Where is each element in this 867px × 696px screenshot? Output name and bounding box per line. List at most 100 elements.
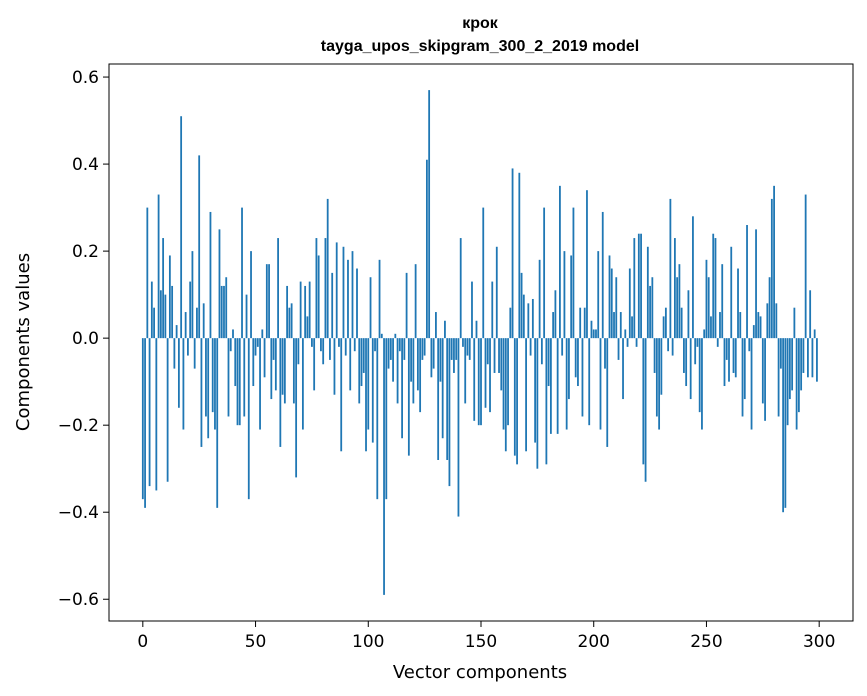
- x-axis-label: Vector components: [393, 662, 567, 683]
- bar-21: [189, 281, 192, 339]
- bar-50: [254, 338, 257, 356]
- bar-243: [689, 338, 692, 400]
- bar-269: [748, 338, 751, 352]
- bar-118: [407, 338, 410, 456]
- bar-72: [304, 285, 307, 339]
- bar-140: [457, 338, 460, 517]
- bar-241: [685, 338, 688, 387]
- bar-123: [419, 338, 422, 413]
- bar-151: [482, 207, 485, 339]
- bar-143: [464, 338, 467, 404]
- bar-71: [301, 338, 304, 430]
- bar-99: [365, 338, 367, 452]
- bar-239: [680, 307, 683, 339]
- bar-236: [673, 238, 676, 339]
- bar-205: [604, 338, 606, 369]
- bar-225: [649, 285, 651, 339]
- bar-210: [615, 277, 618, 339]
- bar-280: [773, 185, 775, 339]
- bar-70: [299, 281, 302, 339]
- bar-224: [646, 246, 649, 339]
- y-tick-label: −0.4: [58, 503, 99, 523]
- bar-14: [173, 338, 176, 369]
- bar-54: [263, 338, 266, 378]
- bar-137: [450, 338, 453, 360]
- bar-44: [241, 207, 243, 339]
- bar-262: [732, 338, 735, 373]
- x-tick-label: 200: [578, 632, 610, 652]
- bar-25: [198, 155, 201, 339]
- bar-40: [232, 329, 234, 339]
- bar-214: [624, 329, 627, 339]
- bar-102: [371, 338, 374, 443]
- bar-175: [536, 338, 539, 469]
- bar-57: [270, 338, 273, 400]
- bar-189: [568, 338, 570, 400]
- bar-148: [475, 320, 478, 339]
- bar-293: [802, 338, 805, 373]
- bar-149: [477, 338, 480, 426]
- bar-187: [563, 251, 566, 339]
- bar-59: [274, 338, 277, 391]
- bar-105: [378, 259, 381, 339]
- bar-3: [148, 338, 151, 487]
- bar-195: [581, 338, 584, 417]
- x-axis: 0 50 100 150 200 250 300: [137, 621, 835, 652]
- bar-249: [703, 329, 706, 339]
- bar-27: [202, 303, 205, 339]
- bar-254: [714, 238, 717, 339]
- bar-199: [590, 320, 593, 339]
- bar-22: [191, 251, 194, 339]
- bar-292: [800, 338, 803, 391]
- bar-223: [644, 338, 647, 482]
- bar-188: [565, 338, 568, 430]
- bar-156: [493, 338, 496, 373]
- bar-169: [522, 294, 525, 339]
- bar-278: [768, 277, 771, 339]
- bar-257: [721, 264, 724, 339]
- bar-268: [746, 225, 748, 339]
- bar-209: [613, 312, 615, 339]
- bar-146: [471, 281, 473, 339]
- bar-235: [671, 338, 674, 356]
- bar-253: [712, 233, 715, 339]
- bar-191: [572, 207, 575, 339]
- bar-252: [710, 316, 712, 339]
- bar-222: [642, 338, 645, 465]
- y-tick-label: 0.4: [72, 155, 99, 175]
- bar-110: [389, 338, 392, 360]
- bar-29: [207, 338, 210, 439]
- bar-58: [272, 338, 275, 360]
- bar-1: [144, 338, 146, 508]
- bar-216: [628, 268, 631, 339]
- bar-36: [223, 285, 225, 339]
- bar-147: [473, 338, 476, 421]
- bar-98: [362, 338, 365, 373]
- bar-159: [500, 338, 503, 391]
- bar-82: [326, 198, 329, 339]
- bar-88: [340, 338, 343, 452]
- bar-229: [658, 338, 661, 430]
- bar-246: [696, 338, 699, 347]
- bar-245: [694, 338, 697, 365]
- bar-287: [788, 338, 791, 400]
- bar-49: [252, 338, 255, 387]
- bar-279: [770, 198, 773, 339]
- bar-series: [141, 90, 818, 595]
- bar-121: [414, 264, 417, 339]
- chart-title: крок: [462, 15, 499, 32]
- bar-92: [349, 338, 352, 391]
- y-axis: −0.6 −0.4 −0.2 0.0 0.2 0.4 0.6: [58, 68, 109, 610]
- bar-166: [516, 338, 518, 465]
- bar-259: [725, 338, 728, 360]
- bar-116: [403, 338, 406, 360]
- bar-267: [743, 338, 746, 400]
- bar-26: [200, 338, 203, 447]
- bar-135: [446, 338, 449, 460]
- bar-124: [421, 338, 424, 360]
- bar-85: [333, 338, 336, 395]
- bar-273: [757, 312, 760, 339]
- bar-10: [164, 294, 167, 339]
- bar-83: [329, 338, 331, 360]
- bar-47: [247, 338, 250, 500]
